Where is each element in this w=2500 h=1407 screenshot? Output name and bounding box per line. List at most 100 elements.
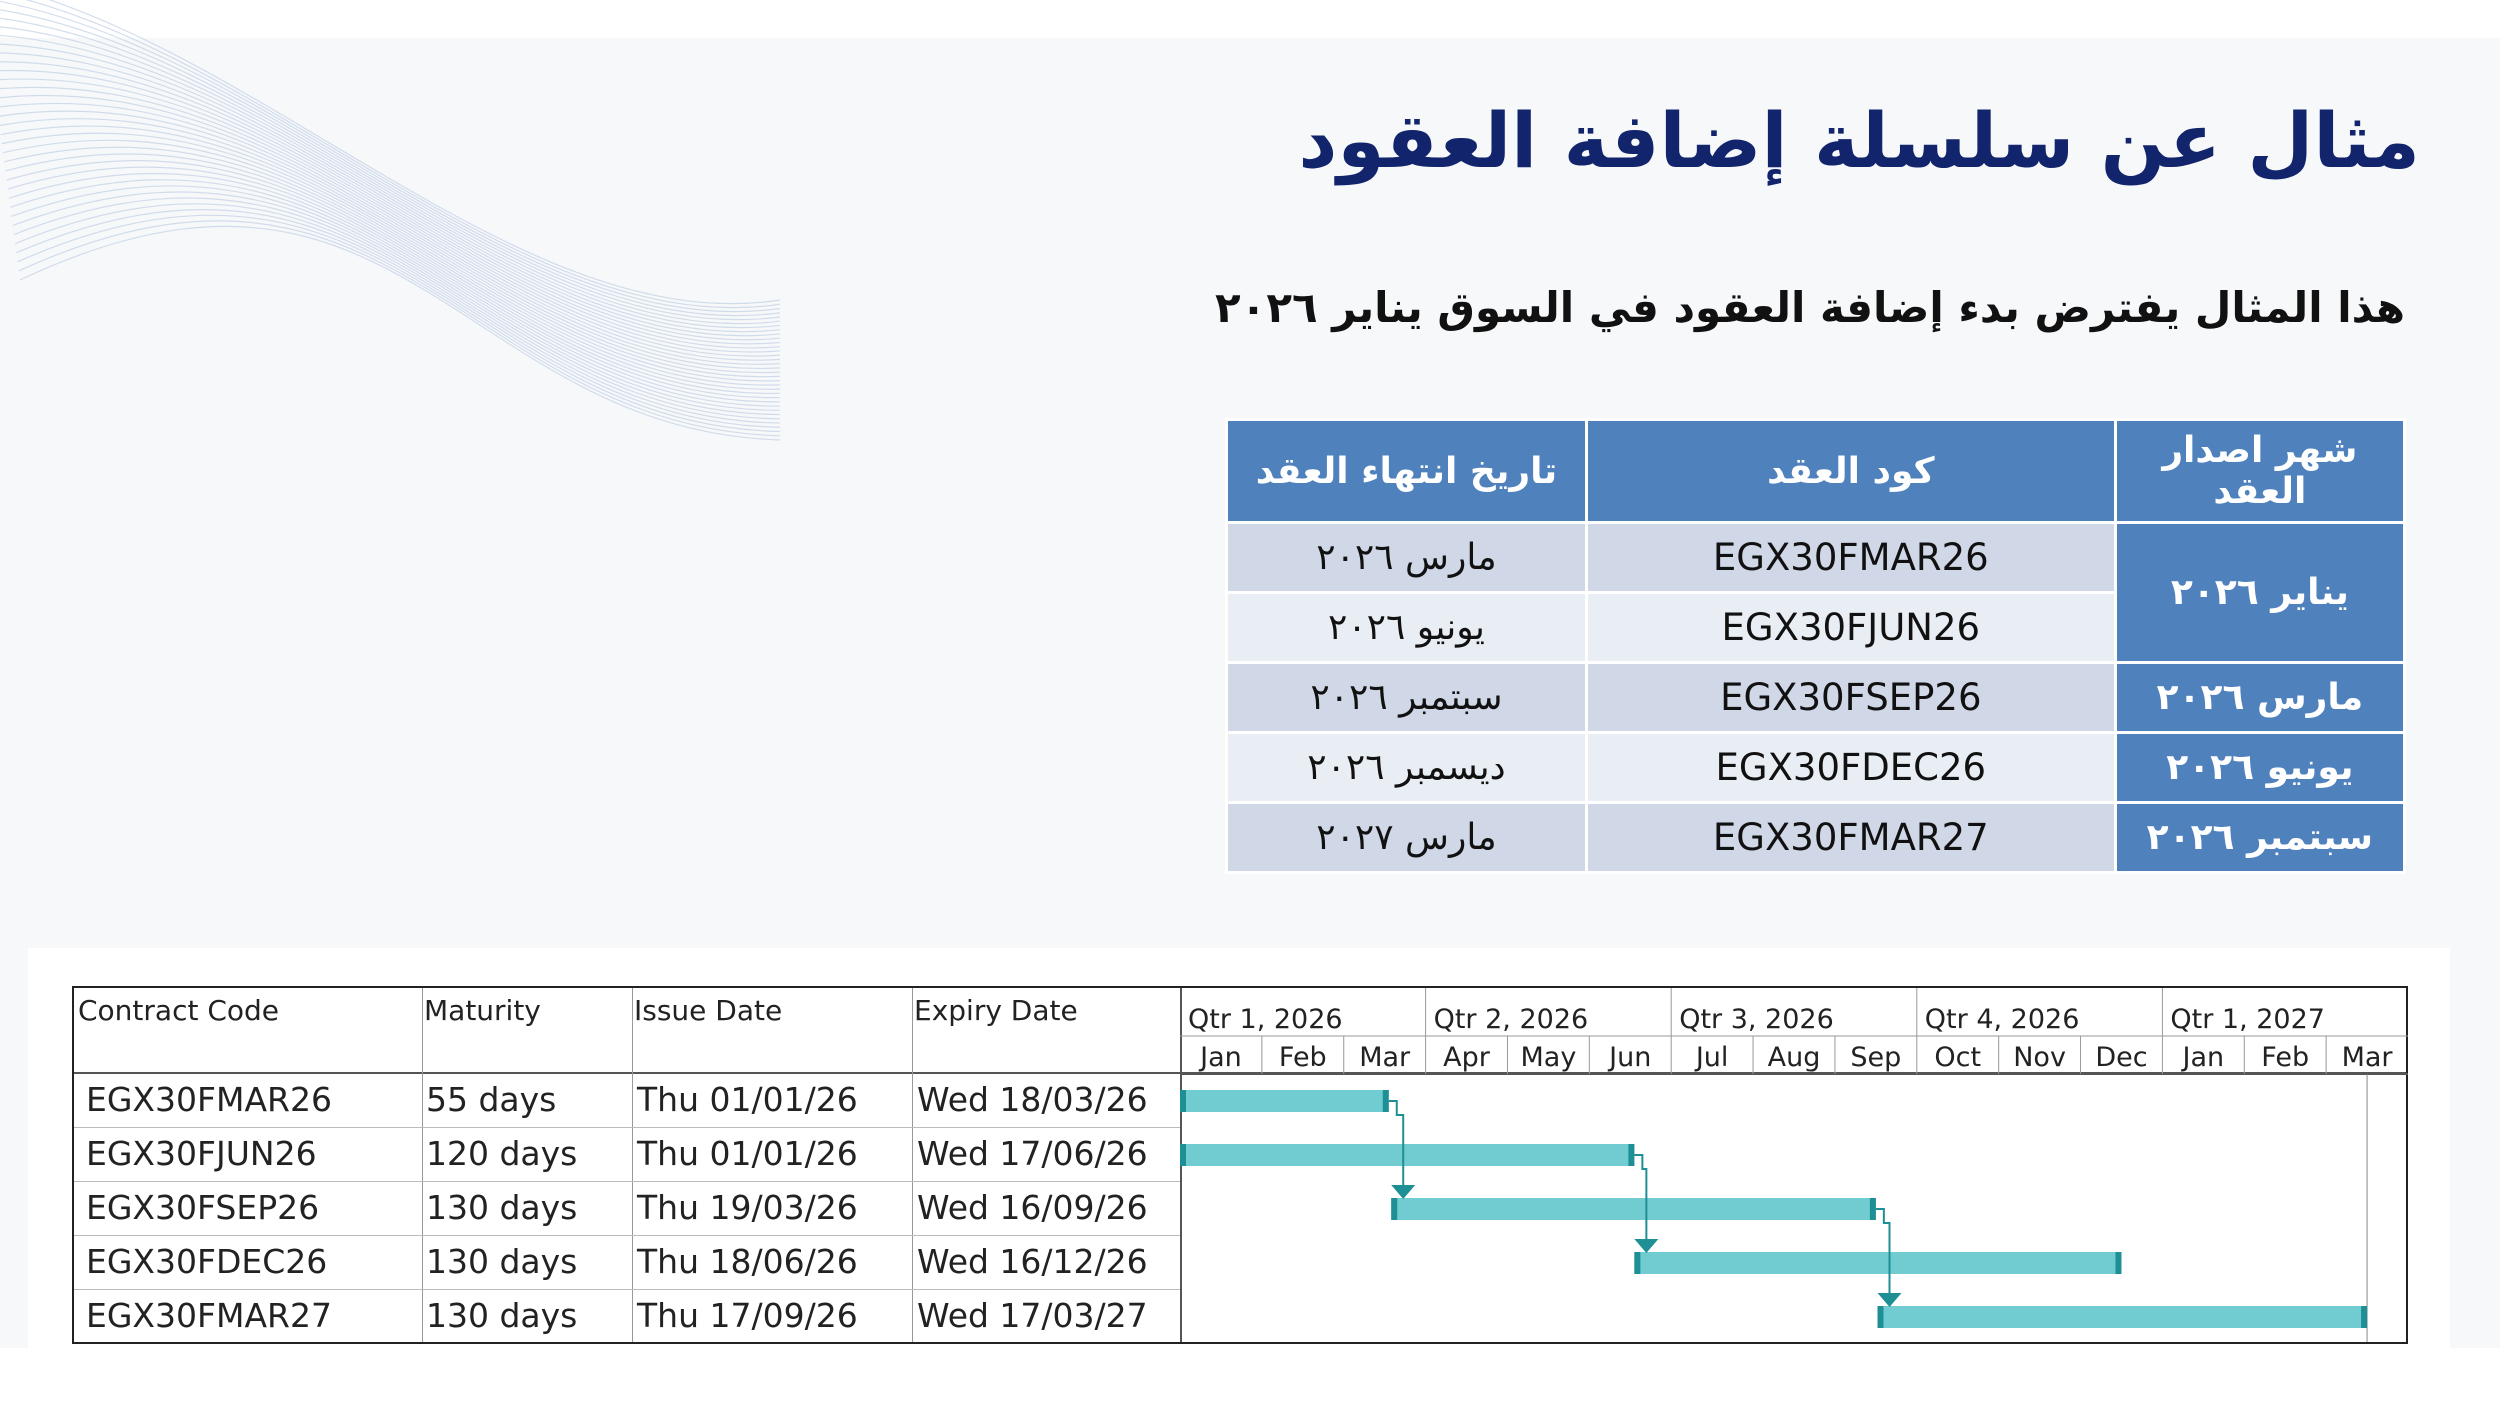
gantt-issue: Thu 01/01/26 [637,1080,858,1119]
wave-line [0,61,781,341]
quarter-label: Qtr 1, 2026 [1188,1004,1343,1035]
dependency-arrowhead [1877,1293,1902,1307]
gantt-code: EGX30FMAR26 [86,1080,332,1119]
gantt-expiry: Wed 16/09/26 [917,1188,1148,1227]
header-contract-code: كود العقد [1584,418,2117,524]
month-label: May [1520,1042,1576,1073]
gantt-maturity: 120 days [426,1134,578,1173]
header-expiry-date: تاريخ انتهاء العقد [1225,418,1588,524]
gantt-maturity: 55 days [426,1080,557,1119]
wave-line [8,172,781,403]
month-label: Feb [2261,1042,2309,1073]
gantt-bar-end-cap [2115,1252,2122,1274]
gantt-bar-start-cap [1877,1306,1884,1328]
wave-line [12,191,781,416]
gantt-bar [1180,1144,1635,1166]
wave-line [2,139,781,382]
quarter-label: Qtr 2, 2026 [1434,1004,1589,1035]
expiry-cell: سبتمبر ٢٠٢٦ [1225,661,1588,734]
contract-code-cell: EGX30FDEC26 [1584,731,2117,804]
gantt-timeline-graphic: Qtr 1, 2026 Qtr 2, 2026 Qtr 3, 2026 Qtr 4, … [1180,988,2408,1342]
month-label: Jan [2181,1042,2225,1073]
month-label: Apr [1443,1042,1491,1073]
gantt-bar [1391,1198,1876,1220]
issue-month-cell: سبتمبر ٢٠٢٦ [2113,801,2407,874]
gantt-code: EGX30FSEP26 [86,1188,320,1227]
gantt-issue: Thu 01/01/26 [637,1134,858,1173]
wave-line [11,185,781,411]
gantt-maturity: 130 days [426,1296,578,1335]
wave-line [10,179,781,407]
month-label: Oct [1934,1042,1981,1073]
wave-line [0,70,781,345]
wave-line [0,35,781,329]
quarter-label: Qtr 1, 2027 [2170,1004,2325,1035]
issue-month-cell: مارس ٢٠٢٦ [2113,661,2407,734]
issue-month-cell: يناير ٢٠٢٦ [2113,521,2407,664]
contract-code-cell: EGX30FMAR27 [1584,801,2117,874]
wave-line [0,43,781,333]
col-header-expiry-date: Expiry Date [914,994,1078,1027]
table-row: مارس ٢٠٢٦ EGX30FSEP26 سبتمبر ٢٠٢٦ [1225,661,2407,734]
gantt-bar-end-cap [2361,1306,2368,1328]
gantt-bar-end-cap [1382,1090,1389,1112]
wave-line [0,78,781,349]
dependency-arrow [1634,1154,1648,1241]
col-header-maturity: Maturity [424,994,541,1027]
gantt-issue: Thu 18/06/26 [637,1242,858,1281]
gantt-row: EGX30FJUN26 120 days Thu 01/01/26 Wed 17… [74,1128,1180,1182]
wave-line [18,220,781,437]
gantt-code: EGX30FMAR27 [86,1296,332,1335]
gantt-row: EGX30FMAR27 130 days Thu 17/09/26 Wed 17… [74,1290,1180,1344]
gantt-row: EGX30FDEC26 130 days Thu 18/06/26 Wed 16… [74,1236,1180,1290]
wave-line [0,110,781,365]
gantt-maturity: 130 days [426,1188,578,1227]
wave-line [1,132,781,378]
gantt-bar [1634,1252,2122,1274]
gantt-bar-start-cap [1180,1144,1186,1166]
gantt-bar-end-cap [1869,1198,1876,1220]
expiry-cell: مارس ٢٠٢٦ [1225,521,1588,594]
contract-code-cell: EGX30FMAR26 [1584,521,2117,594]
wave-line [48,0,781,305]
gantt-issue: Thu 17/09/26 [637,1296,858,1335]
contracts-table-header: شهر اصدار العقد كود العقد تاريخ انتهاء ا… [1225,418,2407,524]
quarter-label: Qtr 3, 2026 [1679,1004,1834,1035]
wave-line [0,86,781,353]
wave-line [5,153,781,390]
gantt-maturity: 130 days [426,1242,578,1281]
column-divider [912,988,913,1342]
wave-line [0,0,781,313]
gantt-bar-start-cap [1634,1252,1641,1274]
contract-code-cell: EGX30FJUN26 [1584,591,2117,664]
slide-subtitle: هذا المثال يفترض بدء إضافة العقود في الس… [1215,283,2405,332]
wave-line [0,125,781,374]
month-label: Sep [1850,1042,1901,1073]
col-header-issue-date: Issue Date [634,994,783,1027]
wave-line [14,203,781,424]
wave-decoration [0,0,781,441]
wave-line [7,166,781,399]
table-row: سبتمبر ٢٠٢٦ EGX30FMAR27 مارس ٢٠٢٧ [1225,801,2407,874]
gantt-row: EGX30FMAR26 55 days Thu 01/01/26 Wed 18/… [74,1074,1180,1128]
gantt-row: EGX30FSEP26 130 days Thu 19/03/26 Wed 16… [74,1182,1180,1236]
gantt-timeline: Qtr 1, 2026 Qtr 2, 2026 Qtr 3, 2026 Qtr 4, … [1180,988,2408,1342]
wave-line [0,9,781,317]
wave-line [0,118,781,370]
gantt-expiry: Wed 17/03/27 [917,1296,1148,1335]
gantt-bar-end-cap [1628,1144,1635,1166]
month-label: Jun [1607,1042,1651,1073]
gantt-expiry: Wed 18/03/26 [917,1080,1148,1119]
table-row: يناير ٢٠٢٦ EGX30FMAR26 مارس ٢٠٢٦ [1225,521,2407,664]
dependency-arrow [1388,1100,1405,1187]
contracts-table: شهر اصدار العقد كود العقد تاريخ انتهاء ا… [1225,418,2407,874]
wave-line [6,160,781,394]
wave-line [13,197,781,420]
contract-code-cell: EGX30FSEP26 [1584,661,2117,734]
expiry-cell: مارس ٢٠٢٧ [1225,801,1588,874]
wave-line [0,94,781,357]
table-row: يونيو ٢٠٢٦ EGX30FDEC26 ديسمبر ٢٠٢٦ [1225,731,2407,804]
header-issue-month: شهر اصدار العقد [2113,418,2407,524]
gantt-chart: Contract Code Maturity Issue Date Expiry… [72,986,2408,1344]
